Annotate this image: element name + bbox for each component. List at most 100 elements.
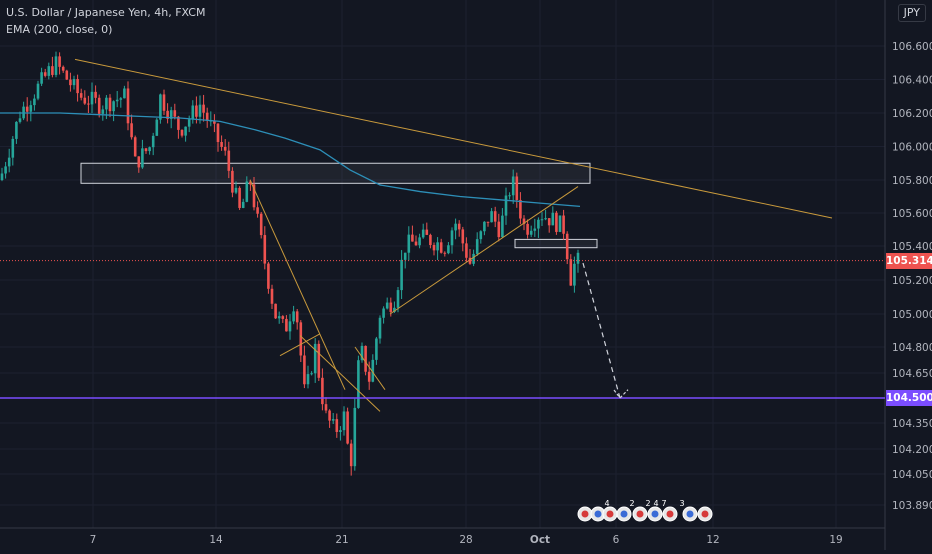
candle-body (321, 377, 324, 405)
candle-body (472, 253, 475, 264)
candle-body (522, 218, 526, 224)
candle-body (569, 259, 573, 286)
candle-body (187, 119, 191, 127)
candle-body (493, 211, 497, 222)
time-tick-label: 12 (706, 534, 719, 546)
indicator-label[interactable]: EMA (200, close, 0) (6, 23, 113, 36)
economic-event-flag-icon (581, 510, 589, 518)
resistance-zone-box[interactable] (80, 162, 591, 184)
candle-body (335, 419, 339, 432)
candle-body (252, 184, 256, 208)
candle-body (511, 176, 515, 196)
candle-body (540, 219, 544, 221)
candle-body (0, 173, 4, 180)
candle-body (126, 88, 130, 124)
candle-body (436, 242, 439, 251)
candle-body (155, 119, 159, 136)
candle-body (310, 373, 313, 375)
candle-body (396, 290, 400, 308)
candle-body (375, 338, 378, 360)
candle-body (133, 137, 137, 157)
candle-body (25, 106, 29, 112)
trendline[interactable] (354, 346, 386, 390)
candle-body (339, 430, 342, 432)
candle-body (418, 237, 421, 246)
candle-body (285, 318, 288, 332)
currency-badge[interactable]: JPY (897, 4, 926, 22)
candle-body (130, 123, 133, 138)
symbol-title[interactable]: U.S. Dollar / Japanese Yen, 4h, FXCM (6, 6, 206, 19)
candle-body (166, 110, 169, 119)
candle-body (47, 66, 51, 76)
candle-body (501, 215, 504, 238)
candle-body (447, 245, 450, 254)
trendline[interactable] (74, 58, 833, 219)
trendline[interactable] (249, 179, 346, 390)
candle-body (457, 223, 461, 230)
candle-body (429, 234, 432, 246)
candle-body (7, 157, 11, 167)
candle-body (202, 104, 205, 113)
candle-body (180, 129, 184, 136)
candle-body (241, 201, 245, 208)
candle-body (79, 93, 83, 98)
chart-legend: U.S. Dollar / Japanese Yen, 4h, FXCM EMA… (6, 4, 205, 38)
candle-body (256, 207, 259, 214)
candle-body (29, 105, 33, 112)
candle-body (61, 66, 65, 71)
candle-body (40, 72, 43, 84)
candle-body (112, 101, 115, 112)
projection-arrowhead (613, 389, 629, 399)
candle-body (58, 56, 61, 67)
candle-body (529, 230, 533, 235)
candle-body (162, 94, 166, 111)
candle-body (389, 302, 393, 312)
candle-body (364, 345, 367, 372)
economic-event-flag-icon (651, 510, 659, 518)
candle-body (43, 72, 47, 76)
candle-body (468, 257, 472, 264)
candle-body (461, 229, 465, 244)
ema-200-line[interactable] (0, 112, 581, 208)
candle-body (288, 321, 292, 332)
candle-body (198, 104, 202, 117)
candle-body (306, 374, 310, 385)
candle-body (216, 123, 220, 143)
candle-body (439, 242, 443, 253)
candle-body (400, 259, 403, 291)
candle-body (234, 187, 238, 193)
price-tick-label: 106.400 (892, 75, 932, 87)
event-count-label: 7 (661, 499, 666, 508)
trendline[interactable] (389, 186, 579, 315)
candle-body (299, 322, 303, 356)
candle-body (115, 99, 119, 102)
candle-body (411, 234, 414, 242)
candle-body (562, 215, 565, 234)
candle-body (533, 228, 537, 231)
candle-body (123, 88, 126, 99)
candle-body (454, 223, 457, 231)
candle-body (108, 97, 112, 112)
candle-body (141, 148, 144, 168)
candle-body (223, 146, 227, 151)
candle-body (425, 229, 429, 235)
retest-zone-box[interactable] (514, 238, 598, 249)
candle-body (159, 94, 162, 120)
projection-arrow[interactable] (582, 262, 621, 399)
price-tick-label: 104.800 (892, 342, 932, 354)
candle-body (360, 345, 364, 361)
economic-event-flag-icon (594, 510, 602, 518)
event-count-label: 2 (645, 499, 650, 508)
candle-body (576, 252, 580, 264)
candle-body (259, 213, 263, 236)
candle-body (382, 308, 385, 318)
candle-body (245, 181, 249, 202)
candle-body (504, 195, 508, 216)
trendline[interactable] (279, 333, 321, 357)
current-price-label: 105.314 (886, 252, 932, 269)
candle-body (519, 199, 522, 219)
price-tick-label: 106.000 (892, 142, 932, 154)
candle-body (353, 407, 357, 467)
